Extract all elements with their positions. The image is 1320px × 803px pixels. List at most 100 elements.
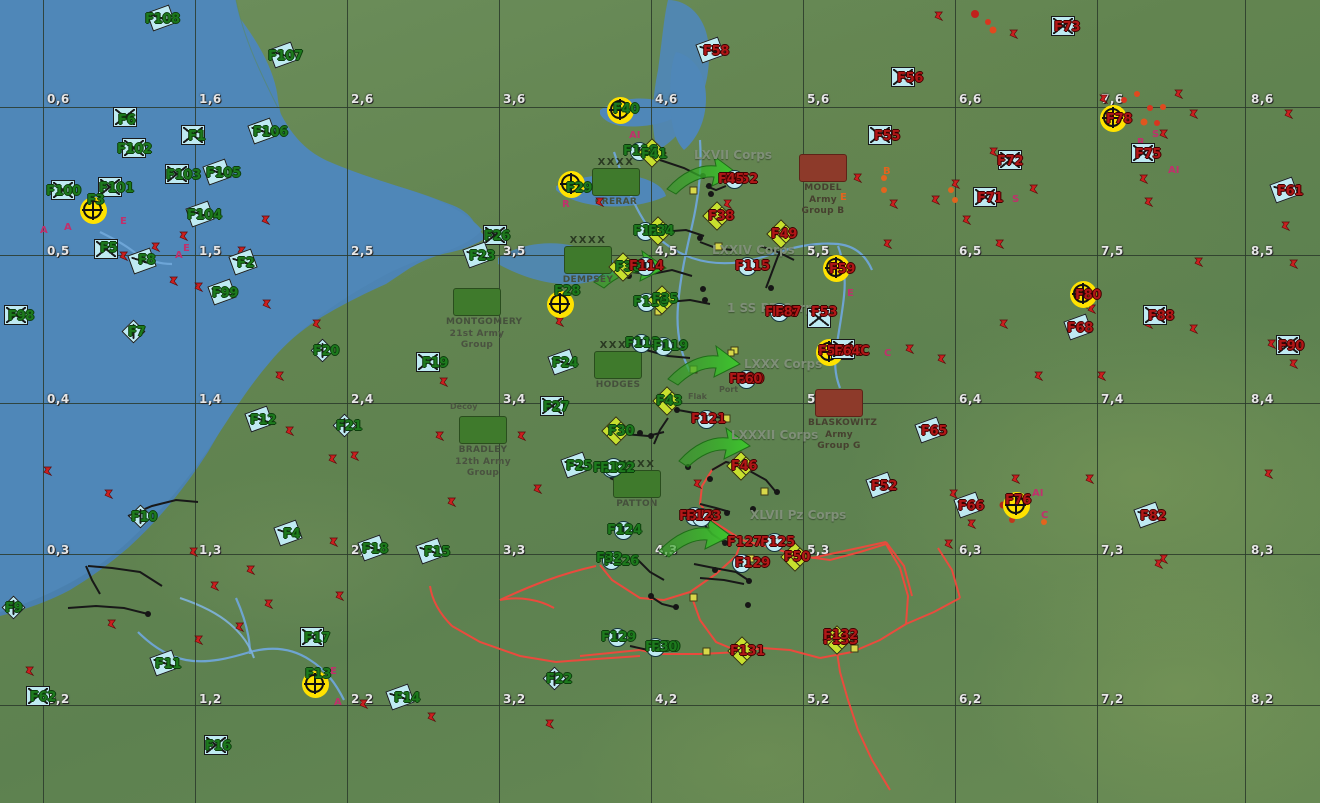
damage-marker xyxy=(881,175,887,181)
airbase-marker[interactable] xyxy=(302,671,329,698)
airbase-marker[interactable] xyxy=(1070,281,1097,308)
crosshair-icon xyxy=(549,293,570,314)
air-unit-icon xyxy=(194,635,204,646)
infantry-division-marker[interactable]: I xyxy=(602,551,621,570)
hq-box[interactable] xyxy=(459,416,507,444)
recon-unit-marker[interactable] xyxy=(416,352,440,372)
recon-unit-marker[interactable] xyxy=(1051,16,1075,36)
recon-unit-marker[interactable] xyxy=(807,308,831,328)
recon-unit-marker[interactable] xyxy=(483,225,507,245)
infantry-division-marker[interactable]: I xyxy=(646,638,665,657)
armor-division-marker[interactable] xyxy=(647,285,677,315)
hq-dempsey[interactable]: XXXX DEMPSEY xyxy=(557,236,619,286)
air-unit-icon xyxy=(934,11,944,22)
recon-unit-marker[interactable] xyxy=(98,177,122,197)
infantry-division-marker[interactable]: I xyxy=(770,303,789,322)
airbase-marker[interactable] xyxy=(547,291,574,318)
infantry-division-marker[interactable]: I xyxy=(732,554,751,573)
airbase-marker[interactable] xyxy=(558,171,585,198)
airbase-marker[interactable] xyxy=(1100,105,1127,132)
armor-division-marker[interactable] xyxy=(643,216,673,246)
recon-unit-marker[interactable] xyxy=(113,107,137,127)
hq-crerar[interactable]: XXXX CRERAR xyxy=(585,158,647,208)
air-unit-icon xyxy=(533,484,543,495)
damage-marker xyxy=(1041,519,1047,525)
infantry-division-marker[interactable]: I xyxy=(608,628,627,647)
air-unit-icon xyxy=(931,195,941,206)
recon-unit-marker[interactable] xyxy=(300,627,324,647)
recon-unit-marker[interactable] xyxy=(973,187,997,207)
map-feature-label: Port xyxy=(719,385,739,394)
recon-unit-marker[interactable] xyxy=(831,339,855,359)
infantry-division-marker[interactable]: I xyxy=(692,508,711,527)
armor-division-marker[interactable] xyxy=(766,219,796,249)
hq-model[interactable]: MODEL Army Group B xyxy=(792,154,854,217)
grid-hline xyxy=(0,705,1320,706)
hq-blaskowitz[interactable]: BLASKOWITZ Army Group G xyxy=(808,389,877,452)
arrow xyxy=(678,426,751,468)
recon-unit-marker[interactable] xyxy=(4,305,28,325)
hq-box[interactable] xyxy=(592,168,640,196)
armor-division-marker[interactable] xyxy=(727,636,757,666)
grid-vline xyxy=(1097,0,1098,803)
recon-unit-marker[interactable] xyxy=(1276,335,1300,355)
hq-montgomery[interactable]: MONTGOMERY 21st Army Group xyxy=(446,288,522,351)
recon-unit-marker[interactable] xyxy=(1143,305,1167,325)
recon-unit-marker[interactable] xyxy=(122,138,146,158)
recon-unit-marker[interactable] xyxy=(181,125,205,145)
air-unit-icon xyxy=(944,539,954,550)
armor-division-marker[interactable] xyxy=(702,201,732,231)
air-unit-icon xyxy=(889,199,899,210)
airbase-marker[interactable] xyxy=(80,197,107,224)
grid-hline xyxy=(0,554,1320,555)
damage-marker xyxy=(1140,118,1148,126)
air-unit-icon xyxy=(1189,324,1199,335)
infantry-division-marker[interactable]: I xyxy=(725,170,744,189)
infantry-division-marker[interactable]: I xyxy=(614,521,633,540)
recon-unit-marker[interactable] xyxy=(26,686,50,706)
hq-box[interactable] xyxy=(564,246,612,274)
recon-unit-marker[interactable] xyxy=(868,125,892,145)
hq-name: BRADLEY xyxy=(458,445,508,455)
infantry-division-marker[interactable]: I xyxy=(737,370,756,389)
infantry-division-marker[interactable]: I xyxy=(604,458,623,477)
recon-unit-marker[interactable] xyxy=(891,67,915,87)
recon-unit-marker[interactable] xyxy=(204,735,228,755)
armor-division-marker[interactable] xyxy=(726,451,756,481)
recon-unit-marker[interactable] xyxy=(165,164,189,184)
hq-patton[interactable]: XXXX PATTON xyxy=(606,460,668,510)
recon-unit-marker[interactable] xyxy=(94,239,118,259)
grid-vline xyxy=(651,0,652,803)
recon-unit-marker[interactable] xyxy=(1131,143,1155,163)
recon-unit-marker[interactable] xyxy=(540,396,564,416)
infantry-division-marker[interactable]: I xyxy=(738,257,757,276)
airbase-marker[interactable] xyxy=(1003,492,1030,519)
infantry-division-marker[interactable]: I xyxy=(697,410,716,429)
hq-box[interactable] xyxy=(799,154,847,182)
airbase-marker[interactable] xyxy=(823,255,850,282)
infantry-division-marker[interactable]: I xyxy=(632,334,651,353)
hq-bradley[interactable]: BRADLEY 12th Army Group xyxy=(452,416,514,479)
air-unit-icon xyxy=(329,537,339,548)
infantry-division-marker[interactable]: I xyxy=(636,257,655,276)
armor-division-marker[interactable] xyxy=(822,625,852,655)
hq-box[interactable] xyxy=(453,288,501,316)
airbase-marker[interactable] xyxy=(607,97,634,124)
air-unit-icon xyxy=(1009,29,1019,40)
hq-box[interactable] xyxy=(594,351,642,379)
air-unit-icon xyxy=(1085,474,1095,485)
armor-division-marker[interactable] xyxy=(652,386,682,416)
armor-division-marker[interactable] xyxy=(601,416,631,446)
air-unit-icon xyxy=(235,622,245,633)
recon-unit-marker[interactable] xyxy=(998,150,1022,170)
armor-division-marker[interactable] xyxy=(780,542,810,572)
infantry-division-marker[interactable]: I xyxy=(765,533,784,552)
hq-box[interactable] xyxy=(815,389,863,417)
hq-hodges[interactable]: XXXX HODGES xyxy=(587,341,649,391)
hq-box[interactable] xyxy=(613,470,661,498)
recon-unit-marker[interactable] xyxy=(51,180,75,200)
armor-division-marker[interactable] xyxy=(637,138,667,168)
armor-division-marker[interactable] xyxy=(608,252,638,282)
infantry-division-marker[interactable]: I xyxy=(654,337,673,356)
